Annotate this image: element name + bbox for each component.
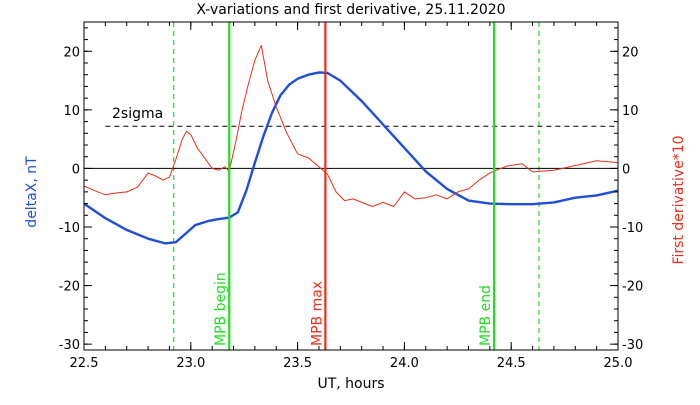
y-tick-label-right-4: 10 (622, 104, 639, 119)
y-axis-label-left: deltaX, nT (24, 156, 40, 228)
y-tick-label-left-2: -10 (59, 221, 80, 236)
x-tick-label-0: 22.5 (70, 356, 99, 371)
y-tick-label-left-4: 10 (63, 104, 80, 119)
plot-frame (83, 21, 619, 351)
y-tick-label-right-1: -20 (622, 280, 643, 295)
y-tick-label-left-3: 0 (72, 162, 80, 177)
y-tick-label-right-5: 20 (622, 45, 639, 60)
x-tick-label-2: 23.5 (283, 356, 312, 371)
series-line-derivative (83, 44, 619, 207)
marker-label-mpb-max: MPB max (309, 281, 325, 346)
x-tick-label-1: 23.0 (176, 356, 205, 371)
chart-title: X-variations and first derivative, 25.11… (196, 2, 505, 18)
x-tick-label-5: 25.0 (604, 356, 633, 371)
x-tick-label-3: 24.0 (390, 356, 419, 371)
series-line-deltaX (83, 71, 619, 245)
y-axis-label-right: First derivative*10 (671, 135, 687, 264)
y-tick-label-right-2: -10 (622, 221, 643, 236)
y-tick-label-left-0: -30 (59, 338, 80, 353)
y-tick-label-left-5: 20 (63, 45, 80, 60)
x-axis-label: UT, hours (317, 376, 384, 392)
sigma-threshold-label: 2sigma (112, 106, 163, 122)
y-tick-label-left-1: -20 (59, 280, 80, 295)
marker-label-mpb-begin: MPB begin (213, 272, 229, 346)
x-tick-label-4: 24.5 (497, 356, 526, 371)
y-tick-label-right-3: 0 (622, 162, 630, 177)
y-tick-label-right-0: -30 (622, 338, 643, 353)
marker-label-mpb-end: MPB end (478, 285, 494, 346)
